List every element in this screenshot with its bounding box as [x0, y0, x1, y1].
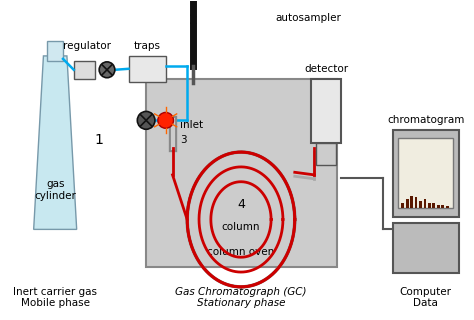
Text: 6: 6 — [422, 242, 430, 255]
Text: Inert carrier gas
Mobile phase: Inert carrier gas Mobile phase — [13, 287, 97, 308]
Bar — [406, 199, 409, 208]
Text: Computer
Data: Computer Data — [400, 287, 452, 308]
Bar — [401, 204, 404, 208]
Bar — [74, 61, 95, 79]
FancyBboxPatch shape — [392, 223, 459, 273]
Circle shape — [158, 112, 173, 128]
Bar — [128, 56, 166, 82]
Bar — [399, 138, 453, 208]
Text: 2: 2 — [189, 13, 198, 27]
Bar — [441, 205, 444, 208]
Text: chromatogram: chromatogram — [387, 115, 465, 125]
Circle shape — [99, 62, 115, 78]
FancyBboxPatch shape — [392, 130, 459, 218]
Bar — [432, 204, 435, 208]
Text: traps: traps — [134, 41, 161, 51]
Bar — [316, 143, 336, 165]
Bar — [47, 41, 63, 61]
Bar — [446, 206, 448, 208]
Text: autosampler: autosampler — [275, 13, 341, 23]
Bar — [424, 199, 426, 208]
Polygon shape — [34, 56, 77, 229]
Text: 1: 1 — [95, 133, 104, 147]
Bar — [428, 203, 431, 208]
Text: Gas Chromatograph (GC)
Stationary phase: Gas Chromatograph (GC) Stationary phase — [175, 287, 307, 308]
Text: column: column — [222, 222, 260, 232]
Bar — [410, 196, 413, 208]
Bar — [437, 205, 440, 208]
Text: gas
cylinder: gas cylinder — [34, 179, 76, 201]
Bar — [311, 79, 341, 143]
Circle shape — [137, 111, 155, 129]
Text: 3: 3 — [180, 135, 187, 145]
Text: regulator: regulator — [64, 41, 111, 51]
Text: detector: detector — [304, 64, 348, 74]
Text: 4: 4 — [237, 198, 245, 211]
Bar — [419, 201, 422, 208]
Text: inlet: inlet — [180, 120, 203, 130]
FancyBboxPatch shape — [146, 79, 337, 267]
Text: 5: 5 — [322, 102, 330, 115]
Text: column oven: column oven — [207, 247, 274, 257]
Bar — [415, 197, 418, 208]
